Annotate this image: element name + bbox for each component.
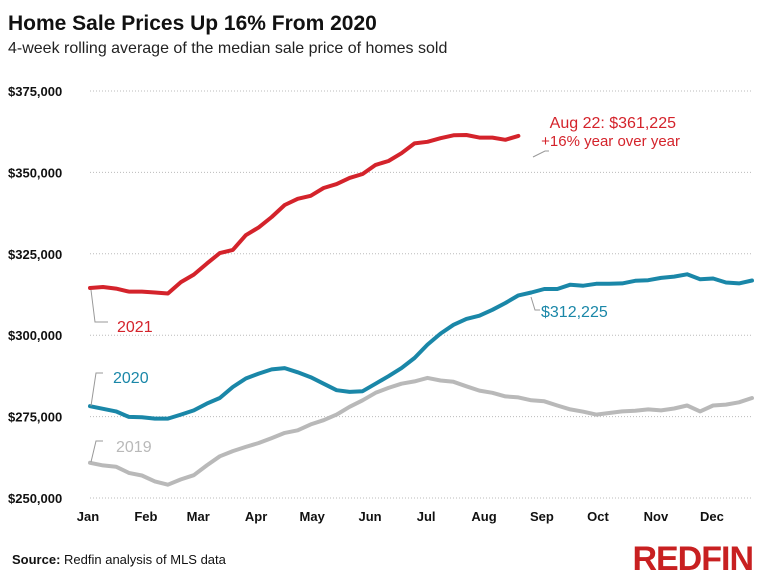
x-tick-label: Mar: [187, 509, 210, 524]
redfin-logo: REDFIN: [632, 540, 753, 576]
y-tick-label: $275,000: [8, 410, 62, 425]
source-label: Source:: [12, 552, 60, 567]
source-text: Redfin analysis of MLS data: [60, 552, 226, 567]
gridlines: [90, 90, 752, 499]
x-tick-label: Oct: [587, 509, 609, 524]
leader-line-value-2020: [530, 296, 540, 311]
leader-line-2020: [90, 372, 103, 407]
x-tick-label: Nov: [644, 509, 669, 524]
annotation-latest-value: Aug 22: $361,225: [550, 115, 676, 132]
leader-line-2019: [90, 440, 103, 463]
y-axis: $375,000 $350,000 $325,000 $300,000 $275…: [8, 84, 62, 506]
series-line-2021: [88, 133, 521, 296]
x-tick-label: Jul: [417, 509, 436, 524]
y-tick-label: $300,000: [8, 328, 62, 343]
series-line-2019: [88, 375, 754, 487]
chart-subtitle: 4-week rolling average of the median sal…: [8, 40, 447, 57]
x-tick-label: Dec: [700, 509, 724, 524]
x-tick-label: Apr: [245, 509, 267, 524]
chart-title: Home Sale Prices Up 16% From 2020: [8, 12, 377, 35]
x-tick-label: Aug: [471, 509, 496, 524]
x-axis: Jan Feb Mar Apr May Jun Jul Aug Sep Oct …: [77, 509, 724, 524]
series-label-2021: 2021: [117, 319, 153, 336]
leader-line-2021: [90, 289, 108, 323]
y-tick-label: $350,000: [8, 165, 62, 180]
x-tick-label: Feb: [134, 509, 157, 524]
x-tick-label: May: [300, 509, 326, 524]
series-label-2020: 2020: [113, 370, 149, 387]
x-tick-label: Jun: [359, 509, 382, 524]
y-tick-label: $325,000: [8, 247, 62, 262]
leader-line-latest: [532, 150, 549, 158]
x-tick-label: Jan: [77, 509, 99, 524]
data-label-2020-latest: $312,225: [541, 304, 608, 321]
source-note: Source: Redfin analysis of MLS data: [12, 552, 227, 567]
series-lines: [88, 133, 754, 487]
y-tick-label: $375,000: [8, 84, 62, 99]
y-tick-label: $250,000: [8, 491, 62, 506]
series-label-2019: 2019: [116, 439, 152, 456]
x-tick-label: Sep: [530, 509, 554, 524]
series-line-2020: [88, 272, 754, 421]
annotation-yoy-change: +16% year over year: [541, 133, 680, 150]
